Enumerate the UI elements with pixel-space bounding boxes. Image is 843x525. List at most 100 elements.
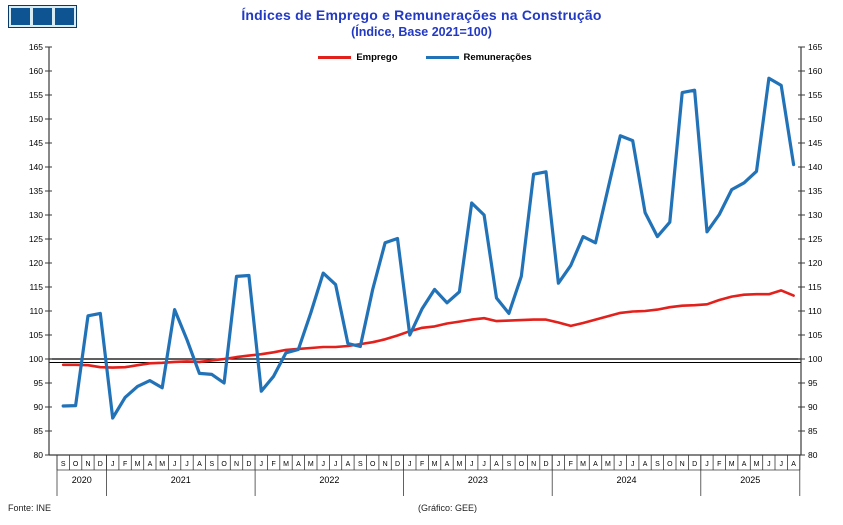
month-label: J	[557, 461, 561, 468]
month-label: J	[619, 461, 623, 468]
month-label: D	[246, 461, 251, 468]
y-axis-label-right: 100	[808, 354, 822, 364]
month-label: J	[767, 461, 771, 468]
y-axis-label-left: 140	[29, 162, 43, 172]
chart-title: Índices de Emprego e Remunerações na Con…	[241, 7, 602, 23]
month-label: A	[296, 461, 301, 468]
month-label: J	[779, 461, 783, 468]
month-label: O	[667, 461, 673, 468]
month-label: J	[185, 461, 189, 468]
y-axis-label-left: 125	[29, 234, 43, 244]
year-label: 2023	[468, 475, 488, 485]
chart-subtitle: (Índice, Base 2021=100)	[351, 25, 492, 39]
y-axis-label-left: 115	[29, 282, 43, 292]
month-label: D	[395, 461, 400, 468]
month-label: S	[655, 461, 660, 468]
logo-cell	[33, 8, 52, 25]
legend-item-emprego: Emprego	[318, 52, 398, 63]
y-axis-label-right: 140	[808, 162, 822, 172]
month-label: N	[680, 461, 685, 468]
month-label: A	[445, 461, 450, 468]
month-label: A	[643, 461, 648, 468]
y-axis-label-left: 165	[29, 42, 43, 52]
y-axis-label-right: 110	[808, 306, 822, 316]
y-axis-label-left: 80	[34, 450, 44, 460]
y-axis-label-right: 155	[808, 90, 822, 100]
month-label: A	[593, 461, 598, 468]
series-line-remuneracoes	[61, 76, 796, 420]
month-label: A	[148, 461, 153, 468]
legend-item-remuneracoes: Remunerações	[425, 52, 532, 63]
logo-cell	[55, 8, 74, 25]
year-label: 2021	[171, 475, 191, 485]
source-note: Fonte: INE	[8, 503, 52, 513]
month-label: S	[61, 461, 66, 468]
year-label: 2025	[740, 475, 760, 485]
y-axis-label-left: 130	[29, 210, 43, 220]
year-label: 2020	[72, 475, 92, 485]
y-axis-label-right: 160	[808, 66, 822, 76]
year-label: 2022	[319, 475, 339, 485]
month-label: N	[383, 461, 388, 468]
y-axis-label-right: 85	[808, 426, 818, 436]
y-axis-label-right: 90	[808, 402, 818, 412]
y-axis-label-right: 135	[808, 186, 822, 196]
month-label: J	[111, 461, 115, 468]
y-axis-label-left: 155	[29, 90, 43, 100]
month-label: O	[519, 461, 525, 468]
month-label: F	[420, 461, 424, 468]
y-axis-label-right: 130	[808, 210, 822, 220]
y-axis-label-left: 95	[34, 378, 44, 388]
legend-label-remuneracoes: Remunerações	[463, 52, 532, 63]
month-label: J	[470, 461, 474, 468]
month-label: A	[197, 461, 202, 468]
month-label: O	[73, 461, 79, 468]
logo-cell	[11, 8, 30, 25]
y-axis-label-left: 85	[34, 426, 44, 436]
y-axis-label-left: 90	[34, 402, 44, 412]
y-axis-label-left: 110	[29, 306, 43, 316]
month-label: A	[494, 461, 499, 468]
month-label: O	[370, 461, 376, 468]
y-axis-label-left: 120	[29, 258, 43, 268]
month-label: M	[729, 461, 735, 468]
month-label: J	[482, 461, 486, 468]
month-label: M	[754, 461, 760, 468]
y-axis-label-right: 105	[808, 330, 822, 340]
month-label: M	[456, 461, 462, 468]
month-label: D	[98, 461, 103, 468]
series-line-emprego	[61, 289, 795, 369]
month-label: D	[692, 461, 697, 468]
month-label: S	[507, 461, 512, 468]
month-label: M	[432, 461, 438, 468]
month-label: J	[408, 461, 412, 468]
chart-legend: Emprego Remunerações	[49, 52, 801, 63]
y-axis-label-right: 150	[808, 114, 822, 124]
month-label: M	[580, 461, 586, 468]
month-label: J	[334, 461, 338, 468]
month-label: J	[631, 461, 635, 468]
month-label: F	[569, 461, 573, 468]
month-label: J	[173, 461, 177, 468]
month-label: M	[605, 461, 611, 468]
y-axis-label-left: 105	[29, 330, 43, 340]
y-axis-label-left: 160	[29, 66, 43, 76]
month-label: A	[791, 461, 796, 468]
month-label: A	[742, 461, 747, 468]
month-label: N	[234, 461, 239, 468]
month-label: A	[346, 461, 351, 468]
month-label: N	[85, 461, 90, 468]
month-label: F	[717, 461, 721, 468]
month-label: D	[543, 461, 548, 468]
y-axis-label-right: 165	[808, 42, 822, 52]
y-axis-label-right: 145	[808, 138, 822, 148]
y-axis-label-right: 125	[808, 234, 822, 244]
y-axis-label-left: 100	[29, 354, 43, 364]
remuneracoes-line-swatch	[425, 56, 459, 59]
month-label: F	[123, 461, 127, 468]
month-label: M	[283, 461, 289, 468]
month-label: O	[221, 461, 227, 468]
month-label: S	[358, 461, 363, 468]
month-label: N	[531, 461, 536, 468]
